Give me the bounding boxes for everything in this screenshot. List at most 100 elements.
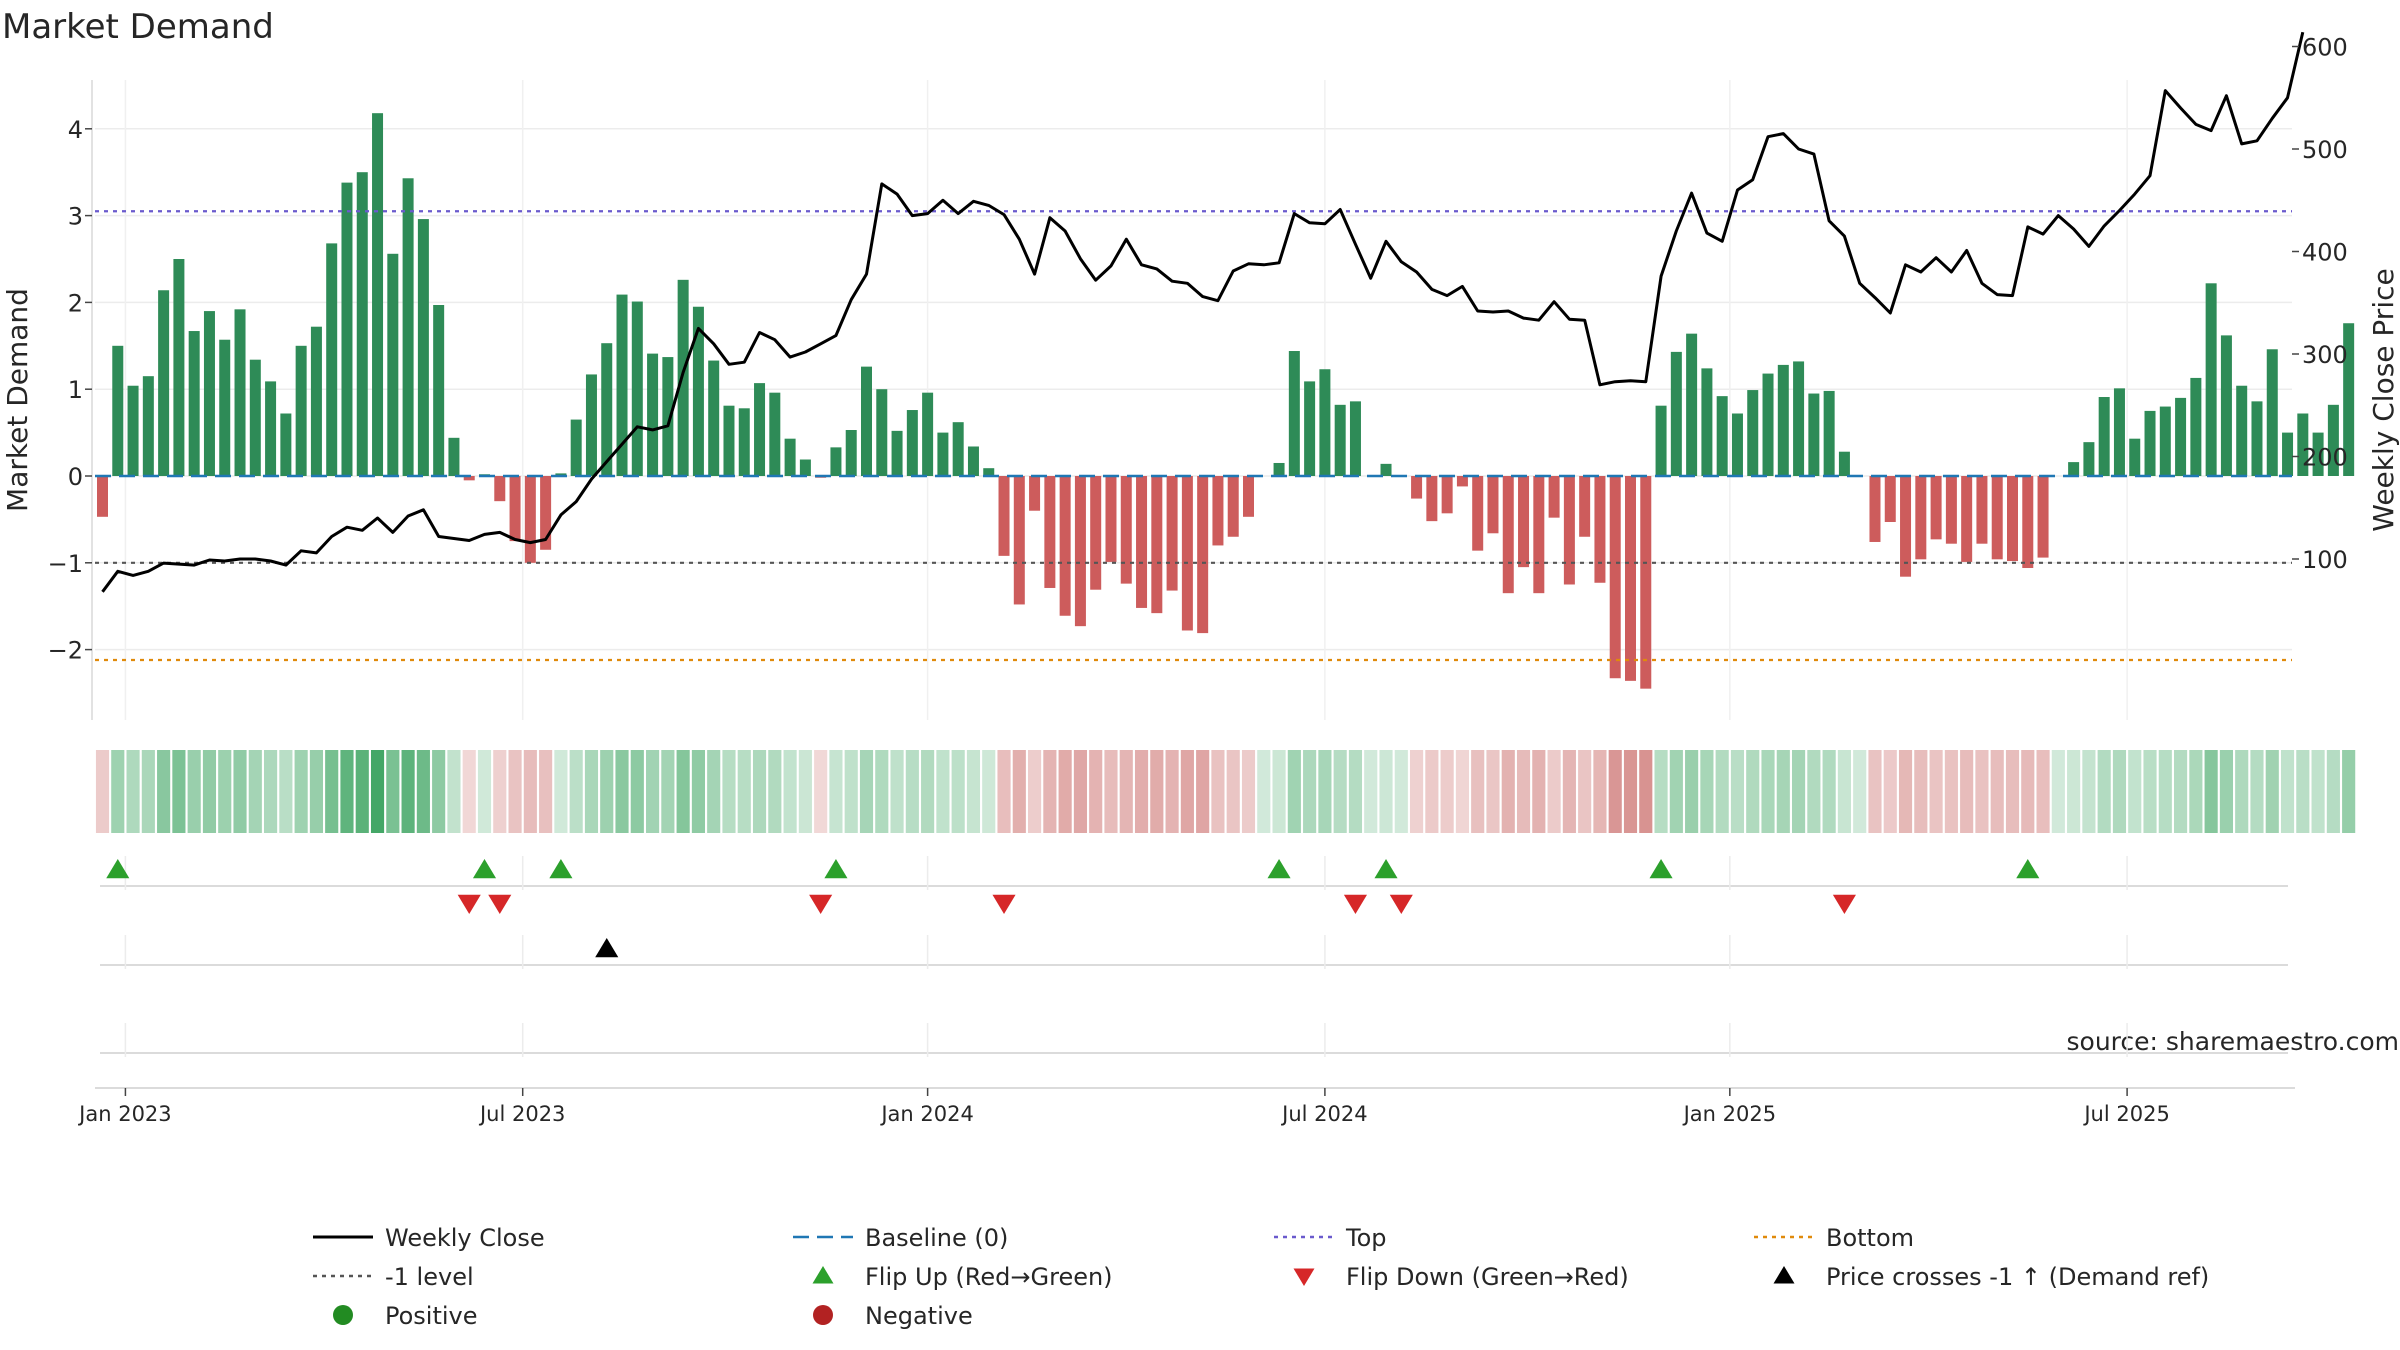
heat-strip-cell xyxy=(386,750,400,833)
demand-bar xyxy=(97,476,108,517)
heat-strip-cell xyxy=(1792,750,1806,833)
heat-strip-cell xyxy=(2189,750,2203,833)
heat-strip-cell xyxy=(1593,750,1607,833)
heat-strip-cell xyxy=(676,750,690,833)
heat-strip-cell xyxy=(1669,750,1683,833)
heat-strip-cell xyxy=(1990,750,2004,833)
demand-bar xyxy=(555,473,567,476)
y-right-tick-label: 500 xyxy=(2302,136,2348,164)
demand-bar xyxy=(2159,406,2171,476)
heat-strip-cell xyxy=(2342,750,2356,833)
demand-bar xyxy=(112,345,124,476)
x-tick-label: Jan 2024 xyxy=(879,1102,974,1126)
heat-strip-cell xyxy=(340,750,354,833)
heat-strip-cell xyxy=(2051,750,2065,833)
heat-strip-cell xyxy=(1623,750,1638,833)
heat-strip-cell xyxy=(1410,750,1424,833)
demand-bar xyxy=(1243,476,1254,517)
y-axis-label: Market Demand xyxy=(1,288,34,512)
heat-strip-cell xyxy=(493,750,507,833)
heat-strip-cell xyxy=(615,750,629,833)
heat-strip-cell xyxy=(1730,750,1745,833)
heat-strip-cell xyxy=(1333,750,1347,833)
demand-bar xyxy=(448,437,460,476)
demand-bar xyxy=(1915,476,1927,560)
legend-label-price_cross: Price crosses -1 ↑ (Demand ref) xyxy=(1826,1263,2209,1291)
heat-strip-cell xyxy=(737,750,751,833)
heat-strip-cell xyxy=(1119,750,1133,833)
flip-down-marker xyxy=(992,894,1016,914)
demand-bar xyxy=(372,113,384,477)
heat-strip-cell xyxy=(752,750,767,833)
demand-bar xyxy=(2113,388,2125,476)
demand-bar xyxy=(1793,361,1805,476)
heat-strip-cell xyxy=(294,750,308,833)
heat-strip-cell xyxy=(1058,750,1072,833)
heat-strip-cell xyxy=(202,750,217,833)
heat-strip-cell xyxy=(722,750,736,833)
x-tick-label: Jan 2025 xyxy=(1682,1102,1777,1126)
heat-strip-cell xyxy=(1379,750,1393,833)
demand-bar xyxy=(1548,476,1560,518)
demand-bar xyxy=(1869,476,1881,542)
x-tick-label: Jan 2023 xyxy=(77,1102,172,1126)
heat-strip-cell xyxy=(1425,750,1439,833)
demand-bar xyxy=(1197,476,1209,634)
heat-strip-cell xyxy=(844,750,858,833)
demand-bar xyxy=(1380,463,1392,476)
heat-strip-cell xyxy=(248,750,262,833)
heat-strip-cell xyxy=(2021,750,2035,833)
y-right-tick-label: 100 xyxy=(2302,546,2348,574)
heat-strip-cell xyxy=(707,750,721,833)
heat-strip-cell xyxy=(279,750,293,833)
legend-label-minus1: -1 level xyxy=(385,1263,474,1291)
demand-bar xyxy=(2327,404,2339,476)
heat-strip-cell xyxy=(1516,750,1531,833)
demand-bar xyxy=(754,383,766,476)
heat-strip-cell xyxy=(768,750,782,833)
demand-bar xyxy=(265,381,277,476)
y-tick-label: 1 xyxy=(68,376,83,404)
demand-bar xyxy=(1334,404,1346,476)
flip-up-marker xyxy=(106,859,130,879)
demand-bar xyxy=(647,353,659,476)
flip-down-marker xyxy=(457,894,481,914)
demand-bar xyxy=(1090,476,1102,590)
heat-strip-cell xyxy=(1394,750,1408,833)
legend-label-positive: Positive xyxy=(385,1302,478,1330)
heat-strip-cell xyxy=(1944,750,1958,833)
heat-strip-cell xyxy=(600,750,614,833)
demand-bar xyxy=(1579,476,1591,537)
demand-bar xyxy=(1823,390,1835,476)
demand-bar xyxy=(906,410,918,476)
demand-bar xyxy=(158,290,170,476)
heat-strip-cell xyxy=(2036,750,2050,833)
demand-bar xyxy=(1655,405,1667,476)
heat-strip-cell xyxy=(1654,750,1668,833)
heat-strip-cell xyxy=(829,750,843,833)
demand-bar xyxy=(1074,476,1086,627)
demand-bar xyxy=(173,259,185,476)
heat-strip-cell xyxy=(2265,750,2279,833)
y-right-tick-label: 200 xyxy=(2302,444,2348,472)
demand-bar xyxy=(494,476,506,502)
heat-strip-cell xyxy=(2219,750,2233,833)
heat-strip-cell xyxy=(95,750,110,833)
heat-strip-cell xyxy=(1608,750,1622,833)
demand-bar xyxy=(1212,476,1224,546)
flip-up-marker xyxy=(2016,859,2040,879)
chart-title: Market Demand xyxy=(2,7,274,47)
demand-bar xyxy=(2007,476,2018,562)
heat-strip-cell xyxy=(1012,750,1026,833)
demand-bar xyxy=(1304,381,1316,476)
demand-bar xyxy=(570,419,582,476)
heat-strip-cell xyxy=(661,750,675,833)
demand-bar xyxy=(524,476,536,563)
demand-bar xyxy=(1166,476,1178,591)
demand-bar xyxy=(952,422,964,476)
heat-strip-cell xyxy=(2112,750,2127,833)
heat-strip-cell xyxy=(2204,750,2218,833)
demand-bar xyxy=(1105,476,1117,562)
legend-swatch-flip_up xyxy=(812,1266,834,1284)
heat-strip-cell xyxy=(1868,750,1882,833)
